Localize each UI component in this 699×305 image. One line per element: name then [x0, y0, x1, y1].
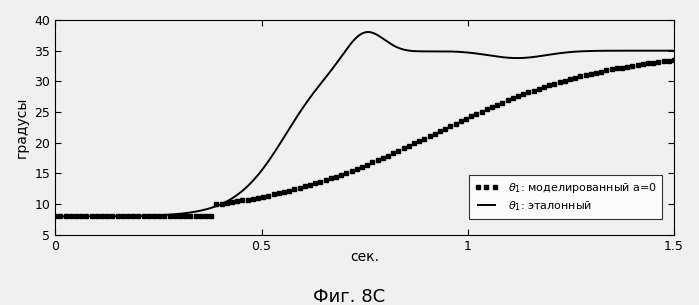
- $\theta_1$: эталонный: (0.957, 34.9): эталонный: (0.957, 34.9): [446, 50, 454, 53]
- $\theta_1$: моделированный а=0: (1.45, 33): моделированный а=0: (1.45, 33): [649, 61, 658, 65]
- Text: Фиг. 8С: Фиг. 8С: [313, 288, 386, 305]
- Line: $\theta_1$: эталонный: $\theta_1$: эталонный: [55, 32, 674, 216]
- Line: $\theta_1$: моделированный а=0: $\theta_1$: моделированный а=0: [53, 58, 677, 219]
- $\theta_1$: моделированный а=0: (0, 8): моделированный а=0: (0, 8): [51, 215, 59, 218]
- $\theta_1$: эталонный: (0.092, 8.02): эталонный: (0.092, 8.02): [89, 214, 97, 218]
- $\theta_1$: моделированный а=0: (1.03, 25.1): моделированный а=0: (1.03, 25.1): [477, 110, 486, 113]
- $\theta_1$: эталонный: (0, 8): эталонный: (0, 8): [51, 214, 59, 218]
- $\theta_1$: моделированный а=0: (0.832, 18.7): моделированный а=0: (0.832, 18.7): [394, 149, 403, 152]
- $\theta_1$: эталонный: (1.14, 33.8): эталонный: (1.14, 33.8): [521, 56, 530, 59]
- $\theta_1$: моделированный а=0: (0.403, 10.1): моделированный а=0: (0.403, 10.1): [217, 202, 226, 206]
- $\theta_1$: моделированный а=0: (1.18, 29.1): моделированный а=0: (1.18, 29.1): [540, 85, 548, 89]
- Legend: $\theta_1$: моделированный а=0, $\theta_1$: эталонный: $\theta_1$: моделированный а=0, $\theta_…: [468, 175, 663, 218]
- $\theta_1$: эталонный: (0.873, 34.9): эталонный: (0.873, 34.9): [411, 49, 419, 53]
- $\theta_1$: эталонный: (0.912, 34.9): эталонный: (0.912, 34.9): [428, 49, 436, 53]
- Y-axis label: градусы: градусы: [15, 97, 29, 158]
- $\theta_1$: моделированный а=0: (0.315, 8): моделированный а=0: (0.315, 8): [181, 215, 189, 218]
- $\theta_1$: эталонный: (1.29, 34.9): эталонный: (1.29, 34.9): [584, 49, 593, 53]
- $\theta_1$: эталонный: (1.5, 35): эталонный: (1.5, 35): [670, 49, 678, 52]
- Text: сек.: сек.: [350, 250, 379, 264]
- $\theta_1$: моделированный а=0: (1.5, 33.4): моделированный а=0: (1.5, 33.4): [670, 59, 678, 62]
- $\theta_1$: эталонный: (0.758, 38): эталонный: (0.758, 38): [364, 30, 373, 34]
